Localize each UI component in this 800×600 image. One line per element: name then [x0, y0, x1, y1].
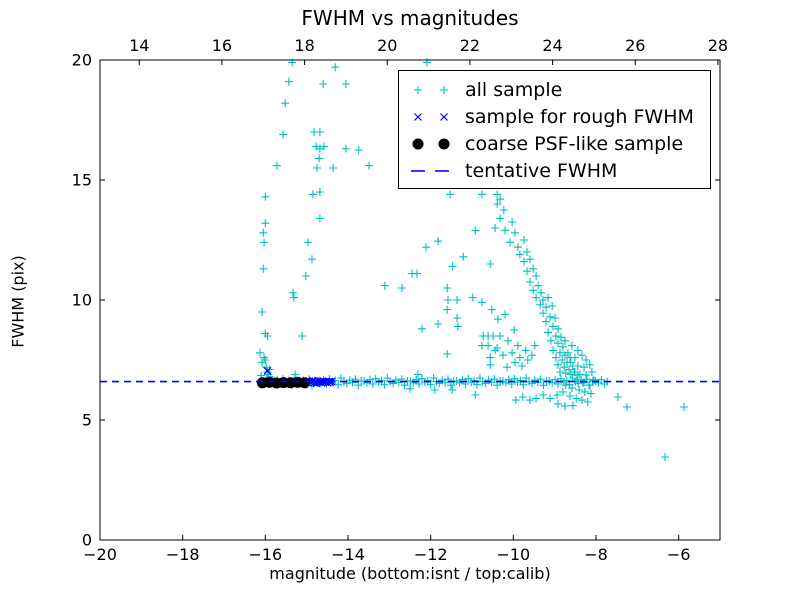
- x-axis-label: magnitude (bottom:isnt / top:calib): [269, 564, 551, 583]
- chart-title: FWHM vs magnitudes: [301, 6, 519, 30]
- legend-x-marker-icon: [414, 112, 448, 121]
- series-2: [256, 376, 311, 389]
- x-tick-label: −18: [166, 545, 200, 564]
- x-tick-label: −6: [667, 545, 691, 564]
- top-tick-label: 22: [460, 36, 480, 55]
- x-tick-label: −12: [414, 545, 448, 564]
- top-tick-label: 28: [708, 36, 728, 55]
- x-tick-label: −20: [83, 545, 117, 564]
- legend-row-all-sample: all sample: [399, 76, 710, 103]
- x-tick-label: −8: [584, 545, 608, 564]
- legend-circle-marker-icon: [412, 138, 450, 149]
- legend-label-all-sample: all sample: [465, 78, 563, 101]
- x-tick-label: −10: [496, 545, 530, 564]
- top-tick-label: 18: [294, 36, 314, 55]
- y-tick-label: 15: [72, 171, 92, 190]
- y-tick-label: 20: [72, 51, 92, 70]
- top-tick-label: 20: [377, 36, 397, 55]
- y-tick-label: 5: [82, 411, 92, 430]
- legend-dashed-line-icon: [411, 169, 449, 172]
- legend: all sample sample for rough FWHM coarse …: [398, 70, 711, 189]
- legend-label-tentative-fwhm: tentative FWHM: [465, 159, 618, 182]
- legend-label-coarse-psf: coarse PSF-like sample: [465, 132, 684, 155]
- x-tick-label: −14: [331, 545, 365, 564]
- y-tick-label: 0: [82, 531, 92, 550]
- top-tick-label: 14: [129, 36, 149, 55]
- top-tick-label: 16: [212, 36, 232, 55]
- x-tick-label: −16: [248, 545, 282, 564]
- legend-plus-marker-icon: [414, 85, 448, 94]
- legend-label-rough-fwhm: sample for rough FWHM: [465, 105, 694, 128]
- top-tick-label: 26: [625, 36, 645, 55]
- legend-row-tentative-fwhm: tentative FWHM: [399, 157, 710, 184]
- legend-row-rough-fwhm: sample for rough FWHM: [399, 103, 710, 130]
- y-axis-label: FWHM (pix): [8, 255, 28, 348]
- top-tick-label: 24: [542, 36, 562, 55]
- y-tick-label: 10: [72, 291, 92, 310]
- legend-row-coarse-psf: coarse PSF-like sample: [399, 130, 710, 157]
